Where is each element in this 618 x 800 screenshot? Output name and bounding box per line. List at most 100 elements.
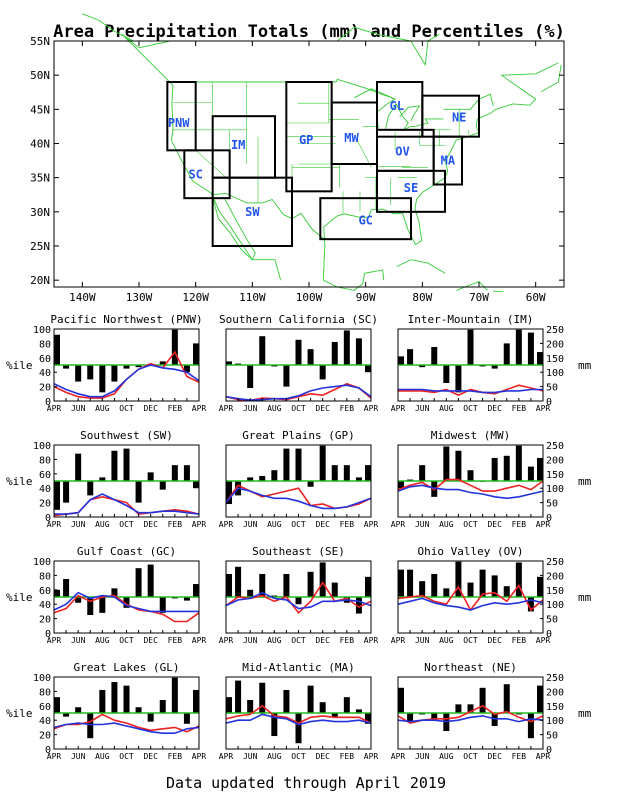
percentile-bar [87,365,94,380]
percentile-bar [247,589,254,597]
right-tick-label: 200 [546,571,564,582]
left-tick-label: 80 [39,687,51,698]
percentile-bar [63,365,70,369]
percentile-bar [365,365,371,373]
x-tick-label: DEC [487,520,502,529]
percentile-bar [75,597,82,603]
x-tick-label: AUG [439,520,454,529]
percentile-bar [87,597,94,615]
left-tick-label: 40 [39,716,51,727]
lat-label: 50N [30,69,50,82]
percentile-bar [99,477,106,481]
left-tick-label: 100 [33,557,51,568]
chart-title: Great Lakes (GL) [74,661,180,674]
percentile-bar [319,702,326,713]
percentile-bar [171,677,178,713]
percentile-bar [455,365,462,393]
lat-label: 45N [30,103,50,116]
percentile-bar [183,365,190,373]
percentile-bar [355,338,362,365]
percentile-bar [63,579,70,597]
x-tick-label: APR [192,636,207,645]
right-tick-label: 200 [546,455,564,466]
left-tick-label: 40 [39,484,51,495]
coastline-12 [541,64,562,92]
percentile-bar [171,329,178,365]
percentile-bar [247,700,254,713]
percentile-bar [365,576,371,597]
percentile-bar [226,697,232,713]
percentile-bar [75,453,82,481]
percentile-bar [183,713,190,724]
percentile-bar [193,689,199,713]
lon-label: 130W [126,291,153,304]
x-tick-label: DEC [143,636,158,645]
chart-midwest-mw: Midwest (MW)APR JUN AUG OCT DEC FEB APR0501001… [391,429,592,529]
right-tick-label: 0 [546,513,552,524]
chart-pacific-northwest-pnw: Pacific Northwest (PNW) APR JUN AUG OCT DEC FE… [6,313,206,413]
percentile-bar [343,465,350,481]
x-tick-label: OCT [119,520,134,529]
x-tick-label: OCT [463,752,478,761]
percentile-bar [159,481,166,490]
percentile-bar [247,365,254,389]
chart-great-plains-gp: Great Plains (GP) APR JUN AUG OCT DEC FEB APR [219,429,379,529]
coastline-14 [493,290,504,293]
region-label-im: IM [231,138,245,152]
percentile-bar [331,465,338,481]
percentile-bar [171,465,178,481]
x-tick-label: OCT [291,404,306,413]
percentile-bar [235,566,242,597]
percentile-bar [355,477,362,481]
percentile-bar [527,332,534,365]
percentile-bar [271,713,278,737]
region-box-gc [319,197,413,241]
right-tick-label: 100 [546,716,564,727]
percentile-bar [355,597,362,614]
percentile-bar [515,562,522,597]
x-tick-label: OCT [119,404,134,413]
percentile-bar [331,713,338,717]
percentile-bar [431,573,438,597]
percentile-bar [54,697,60,713]
percentile-bar [135,365,142,368]
percentile-bar [135,481,142,503]
percentile-bar [226,481,232,505]
percentile-bar [398,356,404,365]
x-tick-label: JUN [243,636,258,645]
coastline-10 [212,192,326,241]
percentile-bar [295,713,302,744]
lat-label: 40N [30,138,50,151]
region-label-gc: GC [358,214,372,228]
series-line-normal [397,484,544,500]
percentile-bar [295,597,302,605]
x-tick-label: FEB [340,636,355,645]
right-tick-label: 150 [546,354,564,365]
right-tick-label: 200 [546,339,564,350]
percentile-bar [193,584,199,597]
x-tick-label: FEB [512,520,527,529]
lon-label: 60W [526,291,546,304]
x-tick-label: DEC [487,636,502,645]
left-tick-label: 60 [39,470,51,481]
lat-label: 35N [30,172,50,185]
left-tick-label: 60 [39,702,51,713]
chart-title: Midwest (MW) [431,429,510,442]
right-tick-label: 0 [546,629,552,640]
x-tick-label: DEC [315,636,330,645]
x-tick-label: OCT [119,636,134,645]
percentile-bar [259,475,266,481]
chart-title: Southeast (SE) [252,545,345,558]
x-tick-label: APR [192,752,207,761]
x-tick-label: AUG [95,404,110,413]
percentile-bar [159,597,166,613]
percentile-bar [455,450,462,481]
percentile-bar [455,704,462,713]
x-tick-label: APR [219,520,234,529]
x-tick-label: APR [391,404,406,413]
x-tick-label: JUN [243,752,258,761]
chart-mid-atlantic-ma: Mid-Atlantic (MA) APR JUN AUG OCT DEC FEB APR [219,661,379,761]
percentile-bar [193,481,199,489]
percentile-bar [365,465,371,481]
